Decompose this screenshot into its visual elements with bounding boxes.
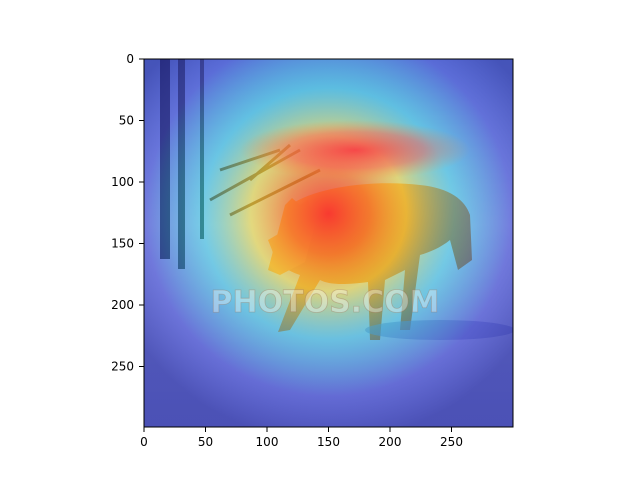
x-tick: 50 bbox=[198, 427, 213, 449]
image-content: PHOTOS.COM bbox=[144, 59, 513, 427]
x-tick-label: 0 bbox=[140, 435, 148, 449]
heatmap-hotspot bbox=[240, 120, 470, 180]
y-tick: 200 bbox=[111, 298, 144, 312]
y-tick-label: 250 bbox=[111, 360, 134, 374]
watermark-text: PHOTOS.COM bbox=[211, 285, 440, 320]
x-tick: 250 bbox=[440, 427, 463, 449]
x-tick: 100 bbox=[256, 427, 279, 449]
y-tick-label: 100 bbox=[111, 175, 134, 189]
x-tick-label: 200 bbox=[379, 435, 402, 449]
y-tick: 250 bbox=[111, 360, 144, 374]
y-tick: 50 bbox=[119, 114, 144, 128]
x-tick-label: 50 bbox=[198, 435, 213, 449]
y-tick-label: 50 bbox=[119, 114, 134, 128]
x-axis: 0 50 100 150 200 250 bbox=[140, 427, 463, 449]
y-tick: 150 bbox=[111, 237, 144, 251]
x-tick: 0 bbox=[140, 427, 148, 449]
y-axis: 0 50 100 150 200 250 bbox=[111, 52, 144, 374]
x-tick-label: 250 bbox=[440, 435, 463, 449]
y-tick-label: 0 bbox=[126, 52, 134, 66]
y-tick: 100 bbox=[111, 175, 144, 189]
x-tick-label: 100 bbox=[256, 435, 279, 449]
heatmap-overlay bbox=[144, 59, 513, 427]
x-tick-label: 150 bbox=[317, 435, 340, 449]
x-tick: 150 bbox=[317, 427, 340, 449]
y-tick-label: 200 bbox=[111, 298, 134, 312]
y-tick-label: 150 bbox=[111, 237, 134, 251]
x-tick: 200 bbox=[379, 427, 402, 449]
y-tick: 0 bbox=[126, 52, 144, 66]
